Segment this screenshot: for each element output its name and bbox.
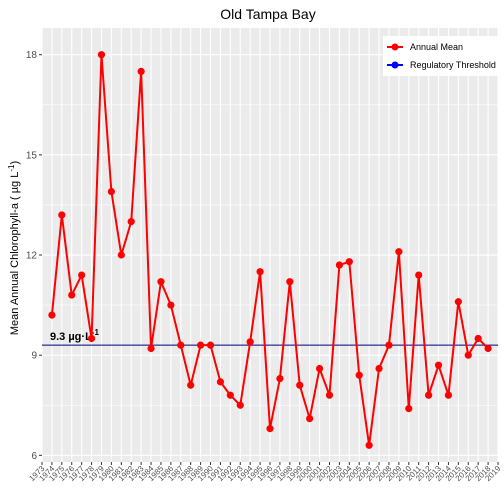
annual-mean-point <box>97 51 106 59</box>
annual-mean-point <box>117 251 125 259</box>
annual-mean-point <box>415 271 423 279</box>
annual-mean-point <box>325 391 334 399</box>
legend-threshold-key-dot <box>391 61 399 69</box>
annual-mean-point <box>78 271 86 279</box>
chart-title: Old Tampa Bay <box>220 6 315 22</box>
annual-mean-point <box>187 381 195 389</box>
y-tick-label: 18 <box>26 50 38 61</box>
y-tick-label: 15 <box>26 150 38 161</box>
annual-mean-point <box>137 67 145 75</box>
annual-mean-point <box>266 425 274 433</box>
annual-mean-point <box>355 371 363 379</box>
y-tick-label: 9 <box>31 351 37 362</box>
y-axis-label: Mean Annual Chlorophyll-a ( µg L-1) <box>7 161 21 335</box>
threshold-annotation-exponent: -1 <box>92 328 100 337</box>
annual-mean-point <box>236 401 244 409</box>
annual-mean-point <box>306 415 314 423</box>
annual-mean-point <box>454 298 462 306</box>
annual-mean-point <box>107 187 115 196</box>
legend-annual-mean-key-dot <box>391 43 399 51</box>
annual-mean-point <box>385 341 393 349</box>
annual-mean-point <box>345 258 353 266</box>
y-axis-ticks: 6 9 12 15 18 <box>26 50 42 462</box>
annual-mean-point <box>474 334 482 343</box>
annual-mean-point <box>375 364 383 373</box>
annual-mean-point <box>365 441 373 449</box>
annual-mean-point <box>286 278 294 286</box>
annual-mean-point <box>216 378 225 386</box>
legend-label-regulatory-threshold: Regulatory Threshold <box>410 60 496 70</box>
annual-mean-point <box>315 364 324 373</box>
annual-mean-point <box>177 341 185 349</box>
annual-mean-point <box>127 218 135 226</box>
legend: Annual Mean Regulatory Threshold <box>383 36 501 76</box>
annual-mean-point <box>335 261 343 269</box>
annual-mean-point <box>296 381 304 389</box>
annual-mean-point <box>147 344 155 353</box>
y-axis-label-close: ) <box>9 161 21 165</box>
y-axis-label-exponent: -1 <box>7 164 16 172</box>
y-axis-label-text: Mean Annual Chlorophyll-a ( µg L <box>9 172 21 336</box>
annual-mean-point <box>434 361 443 369</box>
annual-mean-point <box>197 341 205 349</box>
legend-box <box>383 36 501 76</box>
annual-mean-point <box>246 338 254 346</box>
x-axis-ticks: 1973197419751976197719781979198019811982… <box>27 462 503 483</box>
annual-mean-point <box>395 248 403 256</box>
major-gridlines <box>41 28 499 462</box>
annual-mean-point <box>444 391 453 399</box>
annual-mean-point <box>48 311 56 319</box>
annual-mean-point <box>157 278 165 286</box>
annual-mean-point <box>405 404 413 413</box>
annual-mean-point <box>226 391 234 399</box>
y-tick-label: 12 <box>26 251 38 262</box>
legend-label-annual-mean: Annual Mean <box>410 42 463 52</box>
annual-mean-point <box>425 391 433 399</box>
annual-mean-point <box>484 344 492 353</box>
annual-mean-series <box>48 51 492 449</box>
annual-mean-point <box>206 341 215 349</box>
annual-mean-point <box>464 351 472 359</box>
annual-mean-point <box>87 334 96 343</box>
annual-mean-point <box>167 301 175 309</box>
y-tick-label: 6 <box>31 451 37 462</box>
annual-mean-point <box>276 374 284 383</box>
threshold-annotation-text: 9.3 µg·L <box>50 331 92 343</box>
annual-mean-point <box>58 211 66 219</box>
threshold-annotation: 9.3 µg·L-1 <box>50 328 99 343</box>
annual-mean-point <box>256 268 264 276</box>
annual-mean-point <box>68 291 76 299</box>
